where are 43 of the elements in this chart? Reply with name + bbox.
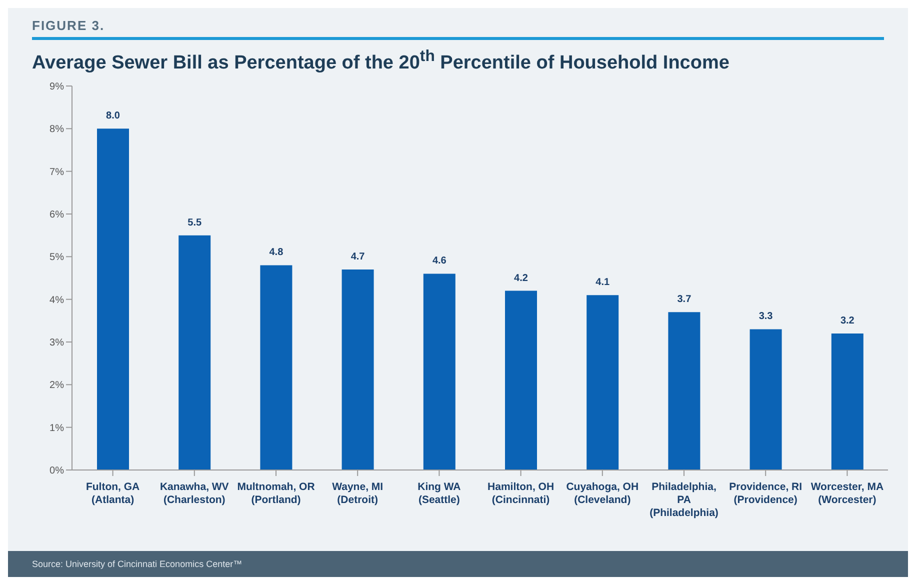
y-tick-label: 0% (50, 466, 64, 477)
x-tick-label: Kanawha, WV (Charleston) (160, 481, 229, 506)
bar (831, 334, 864, 470)
source-note: Source: University of Cincinnati Economics Center™ (32, 559, 242, 569)
data-label: 4.6 (432, 256, 447, 268)
y-tick-label: 1% (50, 423, 64, 434)
data-label: 4.7 (350, 252, 366, 263)
x-tick-label: Multnomah, OR (Portland) (237, 481, 316, 506)
data-label: 4.8 (269, 248, 284, 259)
bar (423, 274, 456, 470)
x-tick-label: Cuyahoga, OH (Cleveland) (566, 481, 639, 506)
x-tick-label: Worcester, MA (Worcester) (810, 481, 884, 506)
x-tick-label: Wayne, MI (Detroit) (332, 481, 384, 506)
y-tick-label: 8% (50, 124, 64, 136)
chart-title: Average Sewer Bill as Percentage of the 20$^{th}$ Percentile of Household Income (32, 48, 730, 74)
bar (586, 295, 619, 470)
x-tick-label: Hamilton, OH (Cincinnati) (488, 481, 554, 506)
y-tick-label: 7% (50, 167, 64, 178)
bar (260, 266, 292, 470)
data-label: 3.3 (758, 312, 774, 323)
data-label: 3.7 (677, 294, 692, 306)
x-tick-label: Philadelphia, PA (Philadelphia) (650, 481, 718, 520)
bar (505, 291, 537, 470)
data-label: 5.5 (188, 218, 202, 229)
bar (97, 128, 129, 470)
bar (342, 270, 374, 470)
chart-subtitle: FIGURE 3. (32, 18, 884, 40)
data-label: 8.0 (106, 110, 120, 122)
y-tick-label: 6% (50, 210, 64, 221)
data-label: 4.2 (514, 273, 528, 284)
y-tick-label: 5% (50, 252, 64, 264)
y-tick-label: 3% (50, 338, 64, 349)
y-tick-label: 4% (50, 295, 64, 306)
x-tick-label: King WA (Seattle) (418, 481, 462, 506)
bar (178, 236, 211, 470)
y-tick-label: 9% (50, 82, 64, 93)
data-label: 3.2 (840, 316, 855, 327)
bar (668, 312, 700, 470)
y-tick-label: 2% (50, 380, 64, 392)
x-tick-label: Providence, RI (Providence) (729, 481, 802, 506)
data-label: 4.1 (596, 277, 610, 288)
bar (750, 330, 782, 470)
x-tick-label: Fulton, GA (Atlanta) (86, 481, 140, 506)
